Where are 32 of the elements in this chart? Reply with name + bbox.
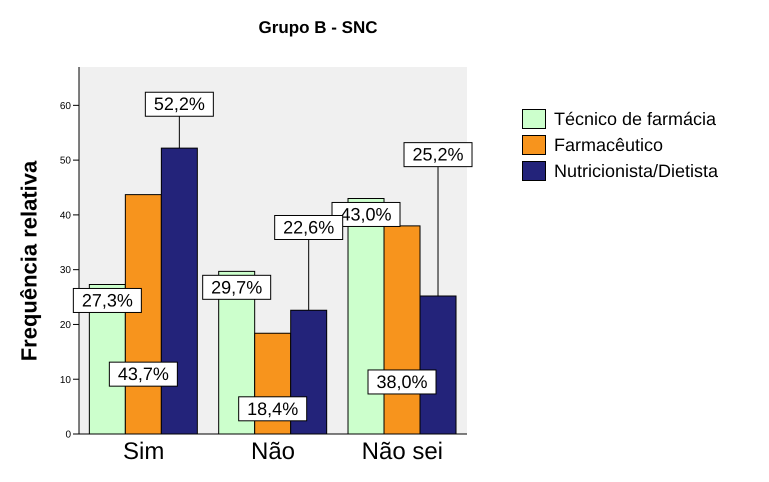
value-callout: 27,3% [72,288,142,313]
data-label: 52,2% [154,94,205,114]
x-tick-label: Sim [122,438,164,466]
value-callout: 43,7% [108,362,178,387]
y-axis-title: Frequência relativa [16,160,42,362]
value-callout: 43,0% [332,202,401,227]
data-label: 18,4% [247,398,298,419]
value-callout: 22,6% [274,215,344,311]
y-tick-label: 40 [60,210,72,222]
value-callout: 18,4% [238,396,308,422]
data-label: 22,6% [283,217,334,238]
y-tick-label: 10 [60,374,72,386]
value-callout: 29,7% [202,274,272,300]
value-callout: 52,2% [144,92,214,149]
data-label: 29,7% [211,277,262,298]
x-tick-label: Não [250,438,296,466]
chart-title: Grupo B - SNC [258,18,378,38]
data-label: 27,3% [82,290,133,310]
legend-label: Farmacêutico [554,134,664,156]
x-tick-label: Não sei [362,438,444,466]
value-callout: 25,2% [404,142,473,296]
legend-label: Técnico de farmácia [554,108,716,130]
y-tick-label: 60 [60,100,72,112]
value-callout: 38,0% [368,369,437,394]
y-tick-label: 30 [60,265,72,276]
y-tick-label: 20 [60,320,72,331]
data-label: 43,7% [118,364,169,384]
legend-label: Nutricionista/Dietista [554,160,718,182]
y-tick-label: 50 [60,156,72,167]
y-tick-label: 0 [65,430,72,441]
data-label: 38,0% [376,372,428,392]
data-label: 25,2% [412,144,464,165]
